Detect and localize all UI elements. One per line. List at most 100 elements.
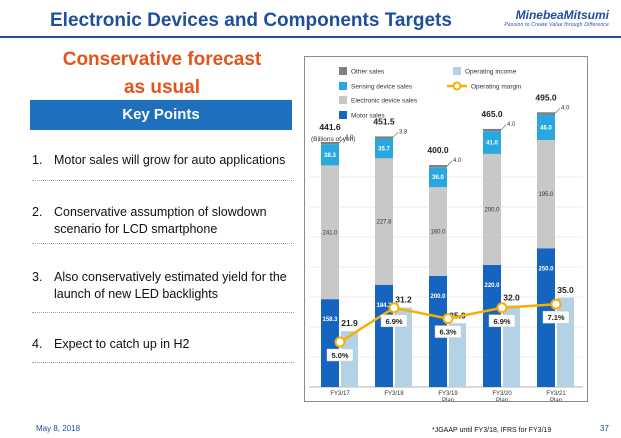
page-title: Electronic Devices and Components Target…	[50, 10, 452, 31]
legend-swatch-electronic	[339, 96, 347, 104]
other-callout-line	[446, 160, 453, 167]
data-label-sensing: 36.0	[432, 175, 444, 181]
data-label-other: 3.8	[399, 129, 408, 135]
bar-motor	[321, 299, 339, 387]
operating-margin-marker	[388, 302, 400, 314]
bar-other	[321, 141, 339, 145]
data-label-electronic: 241.0	[322, 230, 338, 236]
divider	[32, 312, 294, 313]
operating-income-label: 35.0	[557, 285, 574, 295]
data-label-electronic: 195.0	[538, 192, 554, 198]
x-tick-label: FY3/17	[330, 391, 350, 397]
divider	[32, 362, 294, 363]
key-point-number: 4.	[32, 337, 43, 351]
sales-chart: Other sales Operating income Sensing devic…	[309, 67, 583, 404]
bar-motor	[375, 284, 393, 387]
data-label-electronic: 227.8	[376, 220, 392, 226]
legend-swatch-sensing	[339, 82, 347, 90]
legend-swatch-opincome	[453, 67, 461, 75]
bar-electronic	[537, 140, 555, 249]
key-point-text: Motor sales will grow for auto applicati…	[54, 153, 286, 167]
data-label-sensing: 46.0	[540, 125, 552, 131]
bar-other	[537, 112, 555, 115]
x-tick-label: FY3/21	[546, 391, 566, 397]
x-tick-label: FY3/20	[492, 391, 512, 397]
operating-margin-label: 7.1%	[547, 313, 564, 322]
data-label-motor: 184.2	[376, 303, 392, 309]
x-tick-label: Plan	[442, 398, 454, 401]
bar-electronic	[429, 187, 447, 276]
x-tick-label: FY3/19	[438, 391, 458, 397]
margin-label-box	[488, 314, 516, 328]
operating-margin-label: 5.0%	[331, 351, 348, 360]
total-label: 441.6	[319, 122, 341, 132]
bar-sensing	[483, 131, 501, 154]
legend-swatch-motor	[339, 111, 347, 119]
data-label-sensing: 35.7	[378, 146, 390, 152]
total-label: 495.0	[535, 92, 557, 102]
bar-electronic	[321, 165, 339, 300]
margin-label-box	[380, 314, 408, 328]
bar-other	[483, 128, 501, 132]
legend-label: Operating margin	[471, 84, 522, 91]
other-callout-line	[554, 108, 561, 114]
operating-margin-label: 6.3%	[439, 328, 456, 337]
key-point-2: 2. Conservative assumption of slowdown s…	[32, 204, 302, 238]
legend-swatch-other	[339, 67, 347, 75]
bar-operating-income	[395, 307, 412, 387]
operating-margin-label: 6.9%	[493, 317, 510, 326]
bar-electronic	[375, 158, 393, 285]
legend-label: Electronic device sales	[351, 98, 418, 105]
margin-label-box	[542, 310, 570, 324]
footer-note: *JGAAP until FY3/18, IFRS for FY3/19	[432, 427, 552, 434]
bar-sensing	[375, 138, 393, 159]
legend-label: Other sales	[351, 69, 385, 76]
legend-margin-marker	[452, 81, 462, 91]
key-point-text: Expect to catch up in H2	[54, 337, 190, 351]
bar-sensing	[429, 167, 447, 188]
bar-other	[375, 136, 393, 139]
data-label-motor: 220.0	[484, 283, 500, 289]
data-label-motor: 250.0	[538, 266, 554, 272]
operating-income-label: 25.0	[449, 310, 466, 320]
data-label-other: 4.0	[345, 135, 354, 141]
operating-income-label: 31.2	[395, 294, 412, 304]
total-label: 451.5	[373, 116, 395, 126]
data-label-electronic: 160.0	[430, 230, 446, 236]
data-label-other: 4.0	[453, 158, 462, 164]
footer-date: May 8, 2018	[36, 424, 81, 433]
company-logo: MinebeaMitsumi Passion to Create Value t…	[504, 8, 609, 28]
data-label-sensing: 41.0	[486, 141, 498, 147]
key-point-1: 1. Motor sales will grow for auto applic…	[32, 152, 302, 169]
key-points-banner: Key Points	[30, 100, 292, 130]
operating-income-label: 21.9	[341, 318, 358, 328]
bar-sensing	[321, 144, 339, 166]
data-label-other: 4.0	[561, 105, 570, 111]
operating-margin-marker	[334, 336, 346, 348]
logo-name: MinebeaMitsumi	[515, 8, 609, 22]
data-label-electronic: 200.0	[484, 207, 500, 213]
forecast-line-2: as usual	[123, 77, 201, 98]
forecast-line-1: Conservative forecast	[62, 49, 262, 70]
data-label-motor: 200.0	[430, 294, 446, 300]
data-label-other: 4.0	[507, 122, 516, 128]
page-number: 37	[600, 424, 609, 433]
data-label-motor: 158.3	[322, 317, 338, 323]
legend-label: Operating income	[465, 69, 517, 76]
operating-margin-marker	[550, 298, 562, 310]
total-label: 465.0	[481, 109, 503, 119]
divider	[32, 243, 294, 244]
data-label-sensing: 38.3	[324, 153, 336, 159]
other-callout-line	[500, 124, 507, 131]
bar-other	[429, 165, 447, 168]
key-point-3: 3. Also conservatively estimated yield f…	[32, 269, 302, 303]
chart-panel: Other sales Operating income Sensing devic…	[304, 56, 588, 404]
key-point-number: 3.	[32, 270, 43, 284]
margin-label-box	[434, 325, 462, 338]
operating-income-label: 32.0	[503, 292, 520, 302]
unit-label: (Billions of yen)	[311, 136, 355, 143]
key-point-number: 2.	[32, 205, 43, 219]
x-tick-label: FY3/18	[384, 391, 404, 397]
total-label: 400.0	[427, 145, 449, 155]
other-callout-line	[338, 137, 345, 144]
